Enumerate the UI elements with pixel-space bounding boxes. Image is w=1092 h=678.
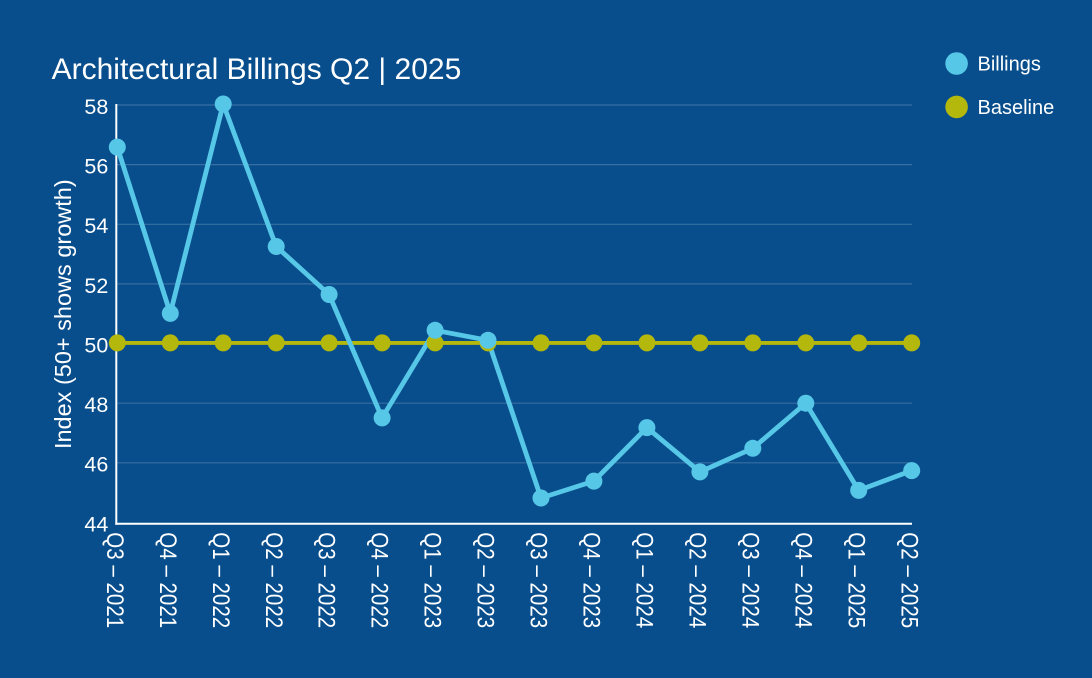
svg-text:44: 44 — [84, 512, 108, 536]
svg-text:Q3 – 2024: Q3 – 2024 — [736, 532, 763, 628]
svg-text:Billings: Billings — [978, 53, 1041, 75]
svg-text:Q4 – 2021: Q4 – 2021 — [154, 532, 181, 628]
svg-text:50: 50 — [84, 334, 108, 358]
svg-text:Q2 – 2022: Q2 – 2022 — [260, 532, 287, 628]
svg-text:Q2 – 2025: Q2 – 2025 — [895, 532, 922, 628]
svg-text:Q1 – 2024: Q1 – 2024 — [631, 532, 658, 628]
svg-text:Q4 – 2023: Q4 – 2023 — [578, 532, 605, 628]
svg-text:Q2 – 2023: Q2 – 2023 — [472, 532, 499, 628]
svg-text:52: 52 — [84, 274, 108, 298]
svg-text:Q2 – 2024: Q2 – 2024 — [684, 532, 711, 628]
svg-text:46: 46 — [84, 453, 108, 477]
svg-text:Q1 – 2022: Q1 – 2022 — [207, 532, 234, 628]
svg-text:Q3 – 2022: Q3 – 2022 — [313, 532, 340, 628]
svg-text:Q4 – 2024: Q4 – 2024 — [789, 532, 816, 628]
svg-text:Q1 – 2025: Q1 – 2025 — [842, 532, 869, 628]
svg-text:56: 56 — [84, 155, 108, 179]
svg-text:Q4 – 2022: Q4 – 2022 — [366, 532, 393, 628]
svg-text:58: 58 — [84, 95, 108, 119]
svg-text:Baseline: Baseline — [978, 97, 1055, 119]
svg-text:Index (50+ shows growth): Index (50+ shows growth) — [50, 179, 76, 449]
svg-text:Q3 – 2021: Q3 – 2021 — [101, 532, 128, 628]
svg-text:54: 54 — [84, 214, 108, 238]
svg-text:Architectural Billings Q2 | 20: Architectural Billings Q2 | 2025 — [52, 53, 462, 86]
svg-text:Q1 – 2023: Q1 – 2023 — [419, 532, 446, 628]
svg-text:Q3 – 2023: Q3 – 2023 — [525, 532, 552, 628]
svg-text:48: 48 — [84, 393, 108, 417]
